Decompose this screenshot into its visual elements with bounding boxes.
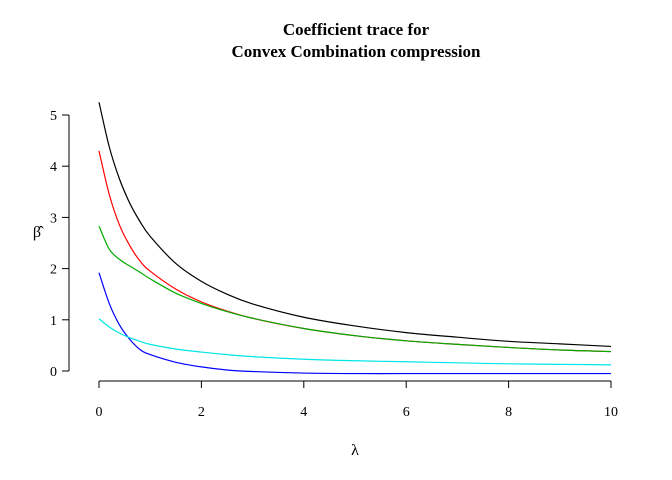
series-line-4 [98,272,611,375]
x-tick-label: 8 [505,405,512,420]
chart-title-line1: Coefficient trace for [283,20,430,39]
y-tick-label: 0 [50,365,57,380]
plot-lines [98,102,612,375]
x-axis-label: λ [351,442,359,459]
y-tick-label: 5 [50,109,57,124]
series-line-1 [98,102,612,348]
series-line-2 [98,150,612,353]
x-tick-label: 0 [96,405,103,420]
x-tick-label: 10 [604,405,618,420]
x-tick-label: 6 [403,405,410,420]
series-line-3 [98,225,612,353]
x-tick-label: 4 [300,405,307,420]
y-tick-label: 1 [50,314,57,329]
y-axis-label: β̂ [33,224,44,241]
series-line-5 [98,318,612,366]
chart-title-line2: Convex Combination compression [231,42,481,61]
y-tick-label: 2 [50,263,57,278]
x-tick-label: 2 [198,405,205,420]
y-axis: 0 1 2 3 4 5 [50,109,70,380]
y-tick-label: 4 [50,160,57,175]
y-tick-label: 3 [50,211,57,226]
x-axis: 0 2 4 6 8 10 [96,380,618,420]
